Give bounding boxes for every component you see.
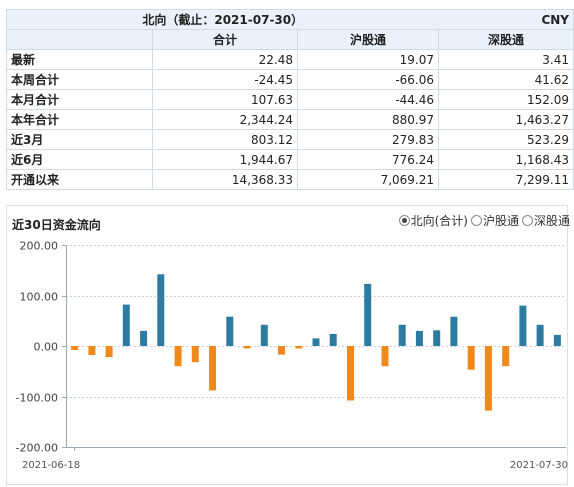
chart-title: 近30日资金流向 — [12, 218, 101, 232]
cell-shenzhen: 7,299.11 — [438, 169, 574, 190]
header-shanghai-connect: 沪股通 — [297, 29, 439, 50]
table-row: 近3月 803.12 279.83 523.29 — [6, 129, 574, 150]
cell-shenzhen: 1,168.43 — [438, 149, 574, 170]
bar-21 — [415, 330, 423, 346]
cell-shanghai: 7,069.21 — [297, 169, 439, 190]
bar-1 — [71, 346, 79, 350]
bar-22 — [433, 330, 441, 346]
bars — [71, 274, 561, 411]
y-tick-label: -200.00 — [16, 442, 58, 455]
radio-icon[interactable] — [470, 215, 482, 226]
bar-9 — [209, 346, 217, 391]
header-empty — [6, 29, 153, 50]
series-option-label: 深股通 — [533, 214, 570, 228]
bar-14 — [295, 346, 303, 349]
bar-24 — [467, 346, 475, 370]
table-header-row: 合计 沪股通 深股通 — [6, 29, 574, 50]
bar-27 — [519, 305, 527, 346]
axes — [62, 245, 566, 451]
bar-20 — [398, 324, 406, 346]
bar-19 — [381, 346, 389, 367]
bar-4 — [122, 304, 130, 346]
x-end-label: 2021-07-30 — [510, 460, 568, 471]
bar-28 — [536, 324, 544, 346]
bar-6 — [157, 274, 165, 346]
bar-15 — [312, 338, 320, 346]
bar-7 — [174, 346, 182, 367]
tick-labels: 200.00 100.00 0.00 -100.00 -200.00 2021-06-18… — [16, 240, 568, 472]
bar-26 — [502, 346, 510, 367]
table-title-row: 北向（截止：2021-07-30） CNY — [6, 9, 574, 30]
cell-shenzhen: 152.09 — [438, 89, 574, 110]
cell-total: 107.63 — [152, 89, 298, 110]
x-start-label: 2021-06-18 — [22, 460, 80, 471]
cell-total: 14,368.33 — [152, 169, 298, 190]
cell-shanghai: 279.83 — [297, 129, 439, 150]
row-label: 开通以来 — [6, 169, 153, 190]
radio-icon[interactable] — [521, 215, 533, 226]
series-option-northbound-total[interactable]: 北向(合计) — [398, 212, 468, 229]
cell-shanghai: 880.97 — [297, 109, 439, 130]
bar-25 — [484, 346, 492, 411]
y-tick-label: 100.00 — [20, 291, 59, 304]
bar-16 — [329, 333, 337, 346]
table-row: 本周合计 -24.45 -66.06 41.62 — [6, 69, 574, 90]
bar-12 — [260, 324, 268, 346]
row-label: 本周合计 — [6, 69, 153, 90]
series-option-label: 北向(合计) — [410, 214, 468, 228]
bar-17 — [347, 346, 354, 401]
bar-2 — [88, 346, 96, 356]
table-row: 本年合计 2,344.24 880.97 1,463.27 — [6, 109, 574, 130]
bar-23 — [450, 316, 458, 346]
radio-selected-icon[interactable] — [398, 215, 410, 226]
cell-total: 2,344.24 — [152, 109, 298, 130]
table-title: 北向（截止：2021-07-30） — [6, 9, 439, 30]
table-row: 近6月 1,944.67 776.24 1,168.43 — [6, 149, 574, 170]
bar-10 — [226, 316, 234, 346]
series-option-shenzhen-connect[interactable]: 深股通 — [521, 212, 570, 229]
series-option-shanghai-connect[interactable]: 沪股通 — [470, 212, 519, 229]
cell-shanghai: 776.24 — [297, 149, 439, 170]
bar-5 — [140, 330, 148, 346]
series-selector: 北向(合计) 沪股通 深股通 — [396, 212, 570, 229]
table-row: 本月合计 107.63 -44.46 152.09 — [6, 89, 574, 110]
bar-18 — [364, 283, 372, 346]
bar-13 — [278, 346, 285, 355]
table-row: 开通以来 14,368.33 7,069.21 7,299.11 — [6, 169, 574, 190]
cell-shenzhen: 523.29 — [438, 129, 574, 150]
y-tick-label: -100.00 — [16, 392, 58, 405]
header-total: 合计 — [152, 29, 298, 50]
chart-panel — [6, 205, 568, 485]
bar-29 — [553, 334, 561, 346]
row-label: 本年合计 — [6, 109, 153, 130]
bar-8 — [191, 346, 199, 363]
series-option-label: 沪股通 — [482, 214, 519, 228]
y-tick-label: 200.00 — [20, 240, 59, 253]
bar-11 — [243, 346, 251, 349]
y-tick-label: 0.00 — [34, 341, 59, 354]
bar-3 — [105, 346, 113, 358]
header-shenzhen-connect: 深股通 — [438, 29, 574, 50]
northbound-flow-table: 北向（截止：2021-07-30） CNY 合计 沪股通 深股通 最新 22.4… — [6, 9, 574, 190]
